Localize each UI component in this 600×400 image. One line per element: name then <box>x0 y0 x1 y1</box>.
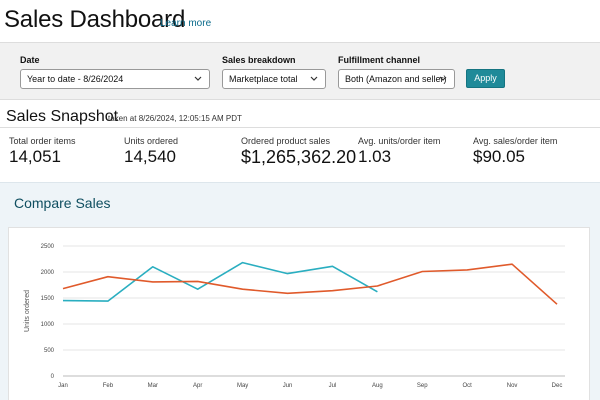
page-header: Sales Dashboard Learn more <box>0 0 600 42</box>
apply-button[interactable]: Apply <box>466 69 505 88</box>
y-tick-label: 1000 <box>41 322 55 328</box>
series-line-1 <box>62 261 378 302</box>
metric-label: Units ordered <box>124 136 179 146</box>
x-tick-label: Mar <box>148 383 158 389</box>
chevron-down-icon <box>310 76 318 81</box>
x-tick-label: May <box>237 383 248 389</box>
breakdown-filter-label: Sales breakdown <box>222 55 296 65</box>
metric-label: Avg. units/order item <box>358 136 441 146</box>
date-select-value: Year to date - 8/26/2024 <box>27 74 124 84</box>
metric-value: $90.05 <box>473 147 525 166</box>
metric-value: 14,540 <box>124 147 176 166</box>
learn-more-link[interactable]: Learn more <box>160 18 212 29</box>
fulfillment-filter: Fulfillment channel Both (Amazon and sel… <box>338 55 455 89</box>
units-ordered-chart: 0 500 1000 1500 2000 2500 Units ordered Jan Feb M… <box>24 244 565 389</box>
chevron-down-icon <box>439 76 447 81</box>
metric-ordered-product-sales: Ordered product sales $1,265,362.20 <box>241 136 356 168</box>
metric-label: Total order items <box>9 136 76 146</box>
chart-panel: 0 500 1000 1500 2000 2500 Units ordered Jan Feb M… <box>8 227 590 400</box>
y-tick-label: 2000 <box>41 270 55 276</box>
y-tick-label: 1500 <box>41 296 55 302</box>
fulfillment-select-value: Both (Amazon and seller) <box>345 74 447 84</box>
x-tick-label: Dec <box>552 383 563 389</box>
y-tick-label: 0 <box>51 374 55 380</box>
breakdown-filter: Sales breakdown Marketplace total <box>222 55 326 89</box>
x-tick-label: Jan <box>58 383 68 389</box>
x-tick-label: Nov <box>507 383 518 389</box>
y-tick-label: 2500 <box>41 244 55 250</box>
breakdown-select-value: Marketplace total <box>229 74 298 84</box>
x-tick-label: Oct <box>463 383 473 389</box>
metric-value: 1.03 <box>358 147 392 166</box>
metric-avg-sales-order-item: Avg. sales/order item $90.05 <box>473 136 557 167</box>
compare-sales-section: Compare Sales 0 500 1000 1500 2000 2500 Units … <box>0 182 600 400</box>
y-tick-label: 500 <box>44 348 55 354</box>
x-tick-label: Apr <box>193 383 202 389</box>
date-filter: Date Year to date - 8/26/2024 <box>20 55 210 89</box>
page-title: Sales Dashboard <box>4 6 186 33</box>
date-filter-label: Date <box>20 55 40 65</box>
snapshot-timestamp: taken at 8/26/2024, 12:05:15 AM PDT <box>108 114 242 123</box>
filter-bar: Date Year to date - 8/26/2024 Sales brea… <box>0 42 600 100</box>
snapshot-title: Sales Snapshot <box>6 108 119 125</box>
metric-label: Ordered product sales <box>241 136 331 146</box>
fulfillment-select[interactable]: Both (Amazon and seller) <box>338 69 455 89</box>
x-tick-label: Jul <box>329 383 337 389</box>
x-tick-label: Aug <box>372 383 383 389</box>
metric-value: 14,051 <box>9 147 61 166</box>
fulfillment-filter-label: Fulfillment channel <box>338 55 421 65</box>
snapshot-header: Sales Snapshot taken at 8/26/2024, 12:05… <box>0 106 600 128</box>
chevron-down-icon <box>194 76 202 81</box>
date-select[interactable]: Year to date - 8/26/2024 <box>20 69 210 89</box>
y-axis-title: Units ordered <box>24 290 31 332</box>
compare-sales-title: Compare Sales <box>14 195 111 211</box>
metric-value: $1,265,362.20 <box>241 147 357 167</box>
breakdown-select[interactable]: Marketplace total <box>222 69 326 89</box>
metric-total-order-items: Total order items 14,051 <box>9 136 76 167</box>
x-tick-label: Sep <box>417 383 428 389</box>
x-tick-label: Feb <box>103 383 114 389</box>
x-tick-label: Jun <box>283 383 293 389</box>
metric-avg-units-order-item: Avg. units/order item 1.03 <box>358 136 440 167</box>
series-line-2 <box>62 263 558 305</box>
metrics-row: Total order items 14,051 Units ordered 1… <box>0 136 600 180</box>
metric-units-ordered: Units ordered 14,540 <box>124 136 178 167</box>
metric-label: Avg. sales/order item <box>473 136 558 146</box>
